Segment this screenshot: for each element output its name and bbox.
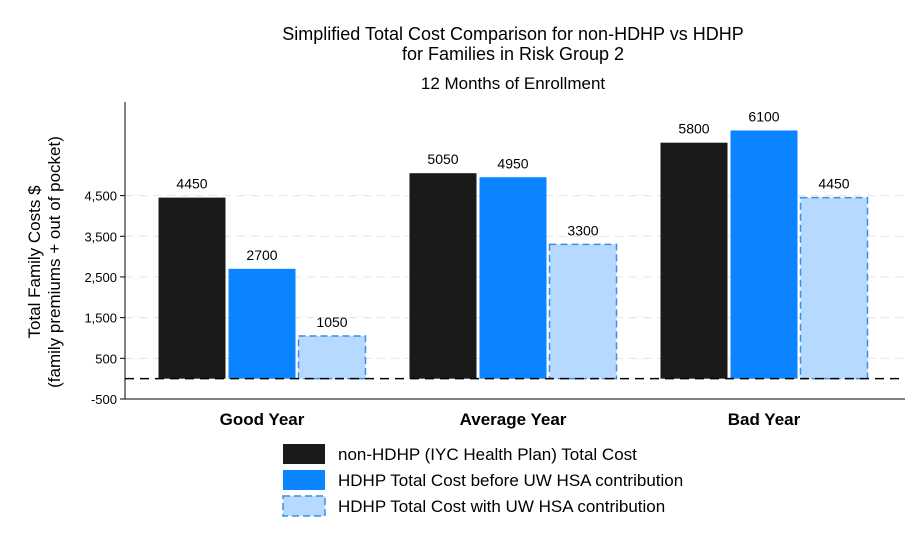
bar [158,197,226,379]
y-tick-label: 3,500 [84,229,117,244]
legend-swatch [282,495,326,517]
bar [409,173,477,379]
y-tick-label: 500 [95,351,117,366]
y-axis-title-line: Total Family Costs $ [25,185,44,339]
data-label: 3300 [567,222,598,238]
data-label: 4450 [818,176,849,192]
bar [479,177,547,379]
chart-subtitle: 12 Months of Enrollment [421,74,606,93]
y-axis-title-line: (family premiums + out of pocket) [45,136,64,388]
y-axis: -500 500 1,500 2,500 3,500 4,500 [84,102,126,407]
legend-label: HDHP Total Cost with UW HSA contribution [338,497,665,516]
y-axis-title: Total Family Costs $ (family premiums + o… [25,136,64,388]
data-label: 5800 [678,121,709,137]
y-tick-label: 2,500 [84,270,117,285]
chart-title: Simplified Total Cost Comparison for non… [282,24,744,64]
data-label: 2700 [246,247,277,263]
legend-label: HDHP Total Cost before UW HSA contributi… [338,471,683,490]
title-line: for Families in Risk Group 2 [402,44,624,64]
y-tick-label: -500 [91,392,117,407]
legend: non-HDHP (IYC Health Plan) Total Cost HDH… [282,444,683,517]
bar [799,196,869,380]
x-tick-label: Average Year [460,410,567,429]
bar [228,268,296,379]
bar [297,335,367,380]
data-label: 4950 [497,155,528,171]
bars [158,130,869,380]
data-label: 1050 [316,314,347,330]
x-axis: Good Year Average Year Bad Year [125,377,905,429]
bar [548,243,618,380]
bar [660,142,728,379]
data-label: 6100 [748,108,779,124]
legend-swatch [283,470,325,490]
legend-swatch [283,444,325,464]
legend-label: non-HDHP (IYC Health Plan) Total Cost [338,445,637,464]
bar [730,130,798,379]
x-tick-label: Bad Year [728,410,801,429]
y-tick-label: 1,500 [84,311,117,326]
title-line: Simplified Total Cost Comparison for non… [282,24,744,44]
x-tick-label: Good Year [220,410,305,429]
y-tick-label: 4,500 [84,189,117,204]
data-label: 5050 [427,151,458,167]
data-labels: 4450 2700 1050 5050 4950 3300 5800 6100 4450 [176,108,849,329]
data-label: 4450 [176,176,207,192]
